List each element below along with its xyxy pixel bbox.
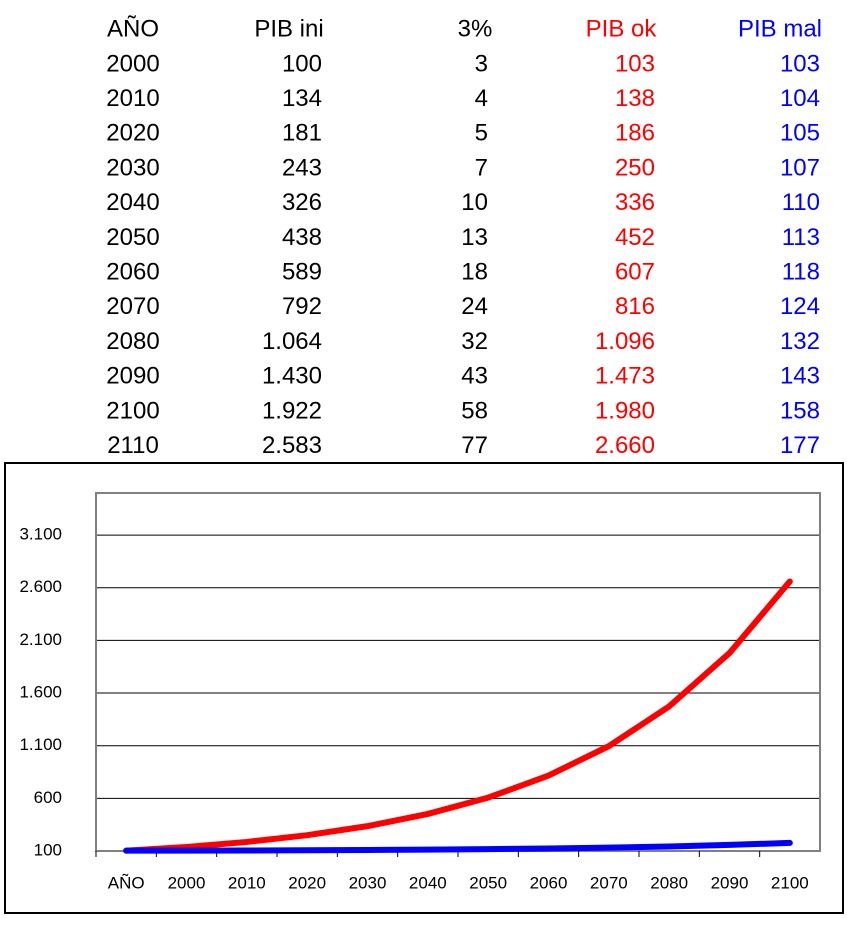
table-cell: 134 <box>282 85 322 112</box>
table-cell: 18 <box>461 259 488 286</box>
table-cell: 32 <box>461 328 488 355</box>
table-cell: 1.473 <box>595 363 655 390</box>
table-cell: 607 <box>615 259 655 286</box>
table-cell: 3 <box>475 50 488 77</box>
y-tick-label: 2.100 <box>19 630 62 649</box>
table-cell: 118 <box>782 259 820 286</box>
column-header: PIB ok <box>586 15 658 42</box>
table-cell: 452 <box>615 224 655 251</box>
table-cell: 589 <box>282 259 322 286</box>
x-tick-label: 2080 <box>650 873 688 892</box>
table-cell: 326 <box>282 189 322 216</box>
table-cell: 13 <box>461 224 488 251</box>
table-cell: 105 <box>780 120 820 147</box>
x-tick-label: 2020 <box>288 873 326 892</box>
table-cell: 100 <box>282 50 322 77</box>
data-line <box>123 839 793 854</box>
y-tick-label: 1.600 <box>19 683 62 702</box>
table-cell: 243 <box>282 154 322 181</box>
table-cell: 77 <box>461 432 488 459</box>
table-cell: 2110 <box>107 432 159 459</box>
table-cell: 2040 <box>106 189 159 216</box>
table-cell: 2060 <box>106 259 159 286</box>
x-tick-label: 2030 <box>349 873 387 892</box>
table-cell: 250 <box>615 154 655 181</box>
table-cell: 1.064 <box>262 328 322 355</box>
chart-frame <box>4 462 844 914</box>
table-cell: 792 <box>282 293 322 320</box>
table-cell: 438 <box>282 224 322 251</box>
x-tick-label: 2070 <box>590 873 628 892</box>
x-tick-label: 2050 <box>469 873 507 892</box>
table-cell: 5 <box>475 120 488 147</box>
table-cell: 2030 <box>106 154 159 181</box>
x-tick-label: AÑO <box>108 873 145 892</box>
x-tick-label: 2040 <box>409 873 447 892</box>
table-cell: 177 <box>780 432 820 459</box>
table-cell: 336 <box>615 189 655 216</box>
column-header: 3% <box>458 15 493 42</box>
table-cell: 181 <box>282 120 322 147</box>
table-cell: 2100 <box>106 397 159 424</box>
table-cell: 2070 <box>106 293 159 320</box>
y-tick-label: 3.100 <box>19 525 62 544</box>
table-cell: 138 <box>615 85 655 112</box>
table-cell: 103 <box>615 50 655 77</box>
column-header: PIB mal <box>738 15 822 42</box>
table-cell: 104 <box>780 85 820 112</box>
data-line <box>123 578 793 854</box>
table-cell: 10 <box>461 189 488 216</box>
table-cell: 1.922 <box>262 397 322 424</box>
table-cell: 2.583 <box>262 432 322 459</box>
table-cell: 132 <box>780 328 820 355</box>
table-cell: 103 <box>780 50 820 77</box>
table-cell: 143 <box>780 363 820 390</box>
y-tick-label: 2.600 <box>19 577 62 596</box>
table-cell: 186 <box>615 120 655 147</box>
x-tick-label: 2000 <box>168 873 206 892</box>
x-tick-label: 2060 <box>530 873 568 892</box>
table-cell: 43 <box>461 363 488 390</box>
y-tick-label: 100 <box>34 840 62 859</box>
table-cell: 2010 <box>106 85 159 112</box>
table-cell: 2000 <box>106 50 159 77</box>
table-cell: 113 <box>782 224 820 251</box>
table-cell: 1.096 <box>595 328 655 355</box>
table-cell: 124 <box>780 293 820 320</box>
table-cell: 2.660 <box>595 432 655 459</box>
x-tick-label: 2100 <box>771 873 809 892</box>
table-cell: 58 <box>461 397 488 424</box>
table-cell: 816 <box>615 293 655 320</box>
y-tick-label: 1.100 <box>19 735 62 754</box>
table-cell: 2020 <box>106 120 159 147</box>
column-header: AÑO <box>107 15 159 42</box>
table-cell: 2080 <box>106 328 159 355</box>
table-cell: 1.430 <box>262 363 322 390</box>
y-tick-label: 600 <box>34 788 62 807</box>
table-cell: 4 <box>475 85 488 112</box>
table-cell: 158 <box>780 397 820 424</box>
table-cell: 24 <box>461 293 488 320</box>
table-cell: 7 <box>475 154 488 181</box>
table-cell: 110 <box>782 189 820 216</box>
column-header: PIB ini <box>254 15 323 42</box>
x-tick-label: 2010 <box>228 873 266 892</box>
table-cell: 1.980 <box>595 397 655 424</box>
table-cell: 2090 <box>106 363 159 390</box>
table-cell: 107 <box>780 154 820 181</box>
table-cell: 2050 <box>106 224 159 251</box>
x-tick-label: 2090 <box>711 873 749 892</box>
